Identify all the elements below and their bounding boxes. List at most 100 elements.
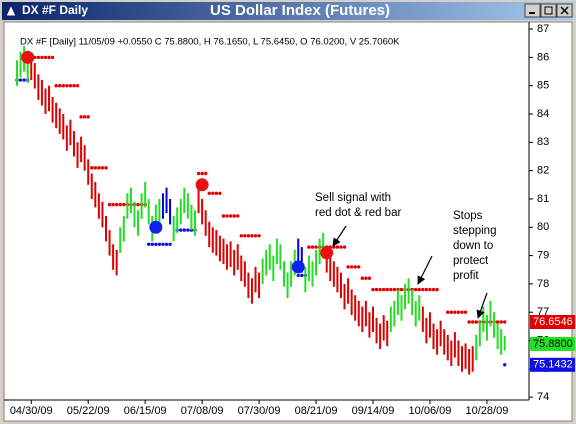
stop-dot — [107, 202, 112, 207]
close-glyph — [560, 6, 569, 15]
stop-dot — [314, 245, 318, 249]
stop-dot — [111, 202, 115, 207]
x-tick-label: 10/28/09 — [466, 405, 509, 417]
stop-dot — [381, 287, 386, 292]
stop-dot — [310, 245, 315, 249]
annotation-text: stepping — [453, 225, 496, 237]
stop-dot — [100, 166, 105, 170]
stop-dot — [364, 276, 368, 280]
x-tick-label: 04/30/09 — [10, 405, 53, 417]
y-tick-label: 81 — [537, 193, 549, 205]
stop-dot — [68, 84, 73, 88]
stop-dot — [214, 191, 219, 196]
stop-dot — [225, 214, 229, 218]
app-icon — [5, 3, 17, 17]
stop-dot — [196, 171, 201, 176]
stop-dot — [357, 265, 361, 269]
stop-dot — [467, 320, 471, 324]
stop-dot — [353, 265, 357, 269]
stop-dot — [463, 310, 468, 314]
stop-dot — [200, 171, 204, 176]
stop-dot — [446, 310, 450, 314]
stop-dot — [218, 191, 222, 196]
stop-dot — [346, 265, 350, 269]
stop-dot — [307, 245, 311, 249]
annotation-text: Stops — [453, 210, 483, 222]
stop-dot — [136, 202, 140, 207]
stop-dot — [349, 265, 354, 269]
buy-signal — [149, 220, 163, 234]
stop-dot — [18, 78, 23, 82]
annotation-text: protect — [453, 255, 489, 267]
stop-dot — [79, 115, 83, 119]
sell-signal — [320, 246, 334, 260]
stop-dot — [40, 55, 44, 60]
stop-dot — [342, 245, 347, 249]
stop-dot — [470, 320, 475, 324]
y-tick-label: 79 — [537, 250, 549, 262]
stop-dot — [93, 166, 98, 170]
stop-dot — [495, 320, 500, 324]
window-buttons — [524, 3, 573, 18]
chart-title: US Dollar Index (Futures) — [210, 2, 390, 19]
stop-dot — [58, 84, 62, 88]
stop-dot — [453, 310, 457, 314]
x-tick-label: 09/14/09 — [352, 405, 395, 417]
stop-dot — [118, 202, 122, 207]
stop-dot — [228, 214, 233, 218]
stop-dot — [104, 166, 108, 170]
stop-dot — [114, 202, 119, 207]
stop-dot — [161, 242, 165, 246]
annotation-text: profit — [453, 270, 479, 282]
stop-dot — [75, 84, 80, 88]
stop-dot — [399, 287, 404, 292]
stop-dot — [122, 202, 126, 207]
stop-dot — [250, 234, 254, 238]
y-tick-label: 82 — [537, 165, 549, 177]
maximize-glyph — [544, 6, 553, 15]
stop-dot — [182, 228, 187, 232]
stop-dot — [22, 78, 26, 82]
stop-dot — [253, 234, 258, 238]
stop-dot — [82, 115, 87, 119]
stop-dot — [47, 55, 51, 60]
x-tick-label: 07/08/09 — [181, 405, 224, 417]
x-tick-label: 08/21/09 — [295, 405, 338, 417]
stop-dot — [374, 287, 379, 292]
stop-dot — [36, 55, 41, 60]
title-bar — [2, 2, 574, 20]
stop-dot — [414, 287, 418, 292]
y-tick-label: 86 — [537, 51, 549, 63]
y-tick-label: 74 — [537, 391, 549, 403]
buy-signal — [291, 260, 305, 274]
maximize-button[interactable] — [540, 3, 557, 18]
stop-dot — [239, 234, 243, 238]
stop-dot — [54, 84, 58, 88]
stop-dot — [431, 287, 436, 292]
stop-dot — [378, 287, 382, 292]
stop-dot — [389, 287, 393, 292]
price-label-box — [530, 336, 575, 351]
stop-dot — [203, 171, 208, 176]
stop-dot — [257, 234, 261, 238]
stop-dot — [154, 242, 158, 246]
y-tick-label: 87 — [537, 23, 549, 35]
stop-dot — [499, 320, 503, 324]
stop-dot — [385, 287, 389, 292]
stop-dot — [150, 242, 154, 246]
stop-dot — [246, 234, 251, 238]
chart-panel — [3, 21, 573, 422]
stop-dot — [367, 276, 372, 280]
stop-dot — [72, 84, 76, 88]
stop-dot — [243, 234, 247, 238]
annotation-text: Sell signal with — [315, 192, 391, 204]
minimize-button[interactable] — [524, 3, 541, 18]
stop-dot — [296, 273, 300, 278]
stop-dot — [221, 214, 226, 218]
price-label-box — [530, 315, 575, 330]
stop-dot — [236, 214, 240, 218]
stop-dot — [456, 310, 461, 314]
annotation-arrow — [417, 255, 433, 285]
